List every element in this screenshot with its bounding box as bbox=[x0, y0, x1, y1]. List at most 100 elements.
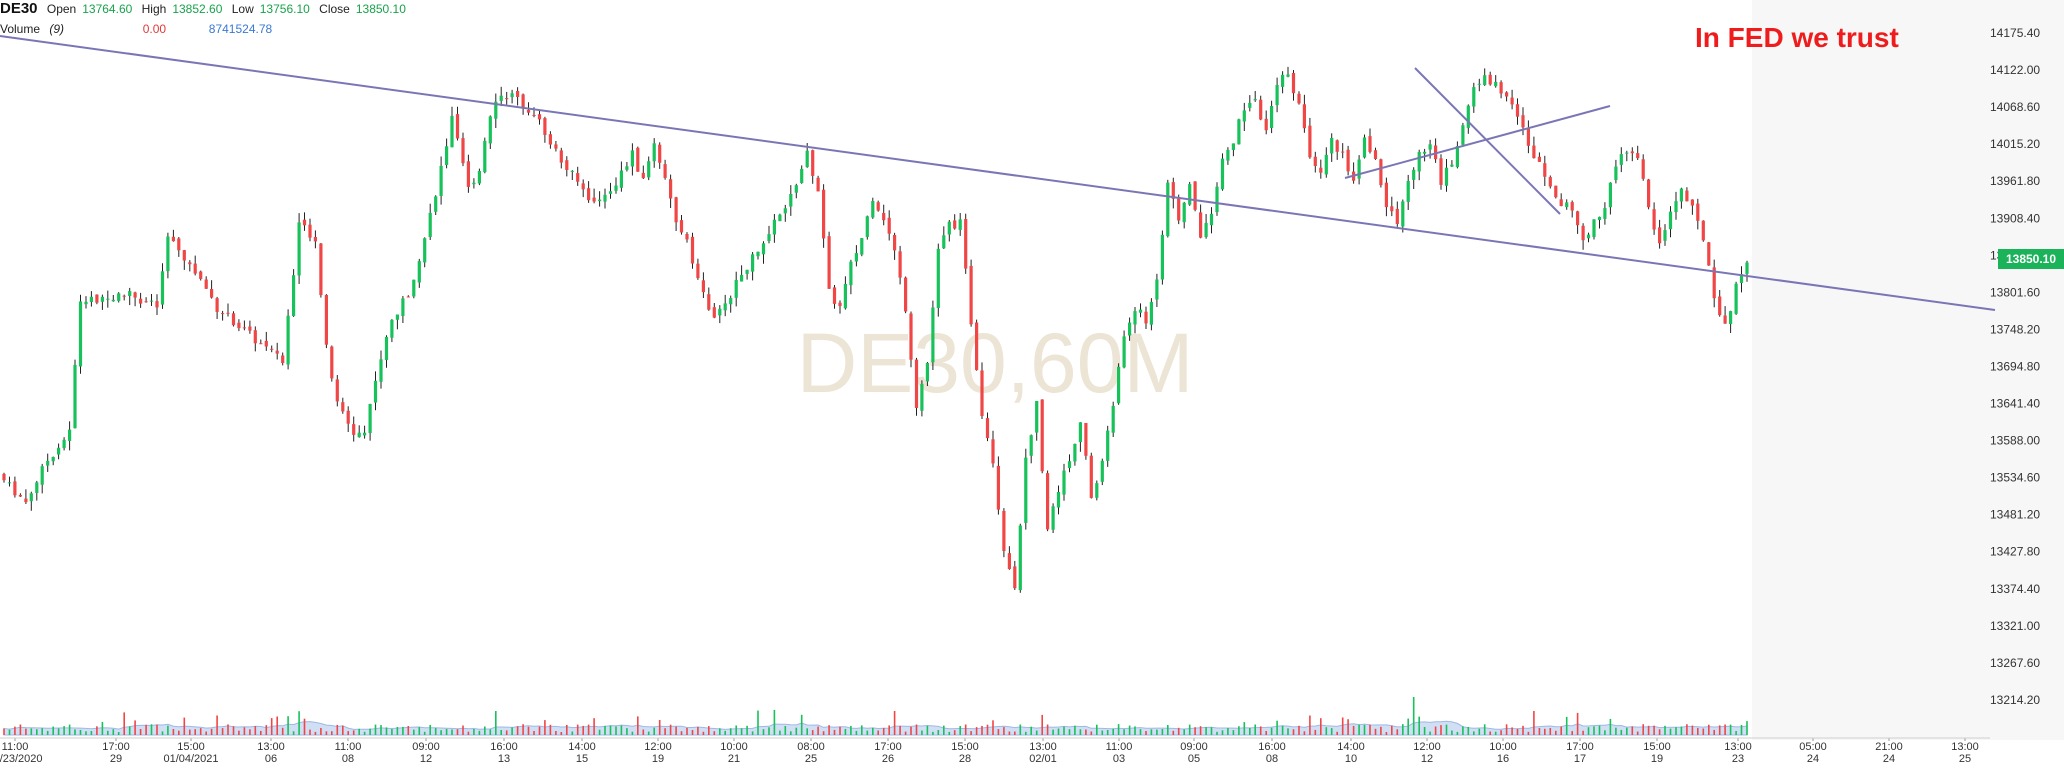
x-tick-time: 11:00 bbox=[2, 741, 29, 753]
candle-up bbox=[1231, 143, 1235, 150]
volume-bar bbox=[1254, 724, 1256, 735]
candle-up bbox=[35, 482, 39, 493]
candle-down bbox=[242, 327, 246, 329]
volume-bar bbox=[1347, 719, 1349, 735]
candle-up bbox=[477, 171, 481, 184]
last-price-badge: 13850.10 bbox=[1998, 249, 2064, 269]
volume-bar bbox=[1571, 731, 1573, 735]
volume-bar bbox=[1434, 726, 1437, 735]
volume-bar bbox=[1227, 728, 1229, 735]
volume-bar bbox=[986, 724, 989, 735]
candle-up bbox=[1242, 110, 1246, 122]
candle-down bbox=[975, 322, 979, 371]
candle-down bbox=[1313, 156, 1317, 166]
candle-down bbox=[226, 312, 230, 314]
volume-bar bbox=[1582, 730, 1584, 735]
volume-bar bbox=[1074, 725, 1076, 735]
volume-bar bbox=[352, 730, 355, 735]
volume-bar bbox=[1363, 724, 1366, 735]
volume-bar bbox=[19, 724, 22, 735]
candle-up bbox=[1204, 223, 1208, 237]
candle-down bbox=[696, 263, 700, 279]
candle-up bbox=[1494, 81, 1498, 87]
candle-up bbox=[1401, 201, 1405, 227]
y-tick-label: 13961.80 bbox=[1990, 174, 2040, 188]
candle-down bbox=[1630, 151, 1634, 154]
volume-bar bbox=[1046, 724, 1049, 735]
volume-bar bbox=[653, 727, 655, 735]
volume-bar bbox=[1593, 726, 1595, 735]
volume-bar bbox=[631, 731, 634, 735]
volume-bar bbox=[981, 725, 983, 735]
candle-down bbox=[1390, 206, 1394, 212]
volume-bar bbox=[686, 727, 688, 735]
candle-down bbox=[1510, 97, 1514, 105]
y-tick-label: 13481.20 bbox=[1990, 508, 2040, 522]
candle-down bbox=[827, 236, 831, 289]
volume-bar bbox=[1336, 731, 1338, 735]
low-label: Low bbox=[231, 2, 254, 16]
x-tick-time: 09:00 bbox=[1180, 741, 1208, 753]
volume-bar bbox=[959, 726, 961, 735]
volume-bar bbox=[1352, 725, 1355, 735]
candle-down bbox=[1335, 140, 1339, 152]
volume-bar bbox=[232, 726, 235, 735]
volume-bar bbox=[839, 726, 841, 735]
volume-bar bbox=[369, 728, 371, 735]
candle-down bbox=[1647, 179, 1651, 208]
volume-bar bbox=[593, 718, 595, 735]
candle-down bbox=[188, 262, 192, 265]
volume-bar bbox=[489, 729, 492, 735]
volume-bar bbox=[1511, 727, 1513, 735]
volume-bar bbox=[161, 731, 164, 735]
volume-bar bbox=[1243, 722, 1246, 735]
trendline-main[interactable] bbox=[0, 35, 1996, 311]
volume-bar bbox=[768, 727, 770, 735]
candle-down bbox=[559, 150, 563, 163]
volume-bar bbox=[156, 724, 158, 735]
candle-up bbox=[390, 319, 394, 338]
x-tick-time: 08:00 bbox=[797, 741, 825, 753]
candle-down bbox=[248, 326, 252, 331]
trendlines[interactable] bbox=[0, 35, 1996, 311]
candle-down bbox=[335, 379, 339, 402]
candle-up bbox=[29, 493, 33, 502]
candle-down bbox=[95, 294, 99, 303]
candle-up bbox=[450, 115, 454, 148]
candle-up bbox=[947, 221, 951, 235]
volume-bar bbox=[1718, 725, 1721, 735]
volume-bar bbox=[1145, 731, 1147, 735]
volume-bar bbox=[943, 725, 945, 735]
candle-down bbox=[1084, 423, 1088, 456]
volume-bar bbox=[587, 724, 590, 735]
volume-bar bbox=[844, 728, 847, 735]
volume-bar bbox=[1014, 731, 1016, 735]
volume-bar bbox=[1735, 731, 1737, 735]
candle-down bbox=[707, 294, 711, 310]
candle-up bbox=[412, 279, 416, 297]
volume-bar bbox=[1041, 714, 1043, 735]
candle-up bbox=[1625, 152, 1629, 154]
volume-bar bbox=[445, 728, 448, 735]
x-tick-time: 17:00 bbox=[874, 741, 902, 753]
trendline-rising[interactable] bbox=[1344, 105, 1611, 179]
candle-down bbox=[1581, 225, 1585, 241]
candle-down bbox=[1144, 311, 1148, 324]
volume-bar bbox=[478, 730, 481, 735]
volume-bar bbox=[1724, 724, 1726, 735]
candle-up bbox=[1739, 274, 1744, 283]
candle-up bbox=[734, 280, 738, 298]
x-tick-date: 06 bbox=[265, 753, 277, 763]
candle-down bbox=[1543, 163, 1547, 177]
x-axis[interactable]: 11:0012/23/202017:002915:0001/04/202113:… bbox=[0, 737, 1990, 765]
candle-up bbox=[149, 300, 154, 302]
candle-up bbox=[472, 182, 476, 185]
candle-down bbox=[177, 238, 181, 251]
candle-up bbox=[614, 185, 618, 191]
candle-up bbox=[1155, 279, 1159, 300]
trendline-falling[interactable] bbox=[1414, 67, 1561, 215]
volume-bar bbox=[620, 725, 623, 735]
candle-down bbox=[669, 179, 673, 199]
